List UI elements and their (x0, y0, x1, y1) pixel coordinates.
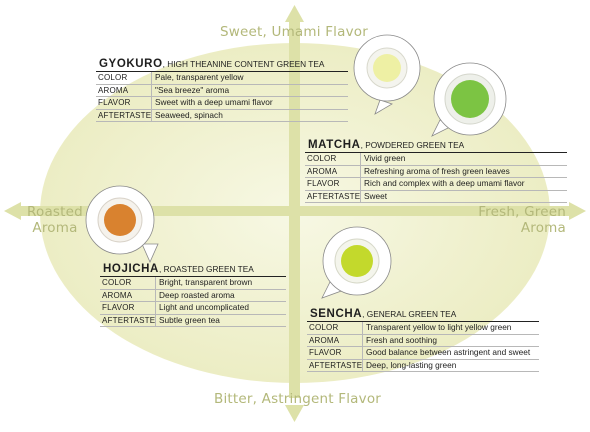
axis-label-bottom: Bitter, Astringent Flavor (214, 391, 382, 407)
matcha-header: MATCHA, POWDERED GREEN TEA (305, 139, 567, 153)
hojicha-subtitle: , ROASTED GREEN TEA (158, 264, 254, 274)
gyokuro-panel: GYOKURO, HIGH THEANINE CONTENT GREEN TEA… (96, 58, 348, 123)
table-row: COLOR Bright, transparent brown (100, 277, 286, 290)
axis-arrow-bottom (285, 405, 304, 422)
sencha-bowl-icon (321, 226, 392, 299)
table-row: AROMA Deep roasted aroma (100, 289, 286, 303)
sencha-subtitle: , GENERAL GREEN TEA (362, 309, 457, 319)
sencha-header: SENCHA, GENERAL GREEN TEA (307, 308, 539, 322)
row-label: AROMA (305, 165, 361, 178)
row-value: Transparent yellow to light yellow green (366, 322, 512, 332)
row-value: Sweet with a deep umami flavor (155, 97, 273, 108)
row-value: Vivid green (364, 153, 406, 163)
table-row: AFTERTASTE Sweet (305, 190, 567, 204)
table-row: COLOR Pale, transparent yellow (96, 72, 348, 85)
row-value: Rich and complex with a deep umami flavo… (364, 178, 525, 189)
row-value: "Sea breeze" aroma (155, 84, 230, 95)
hojicha-bowl-icon (85, 185, 159, 263)
gyokuro-header: GYOKURO, HIGH THEANINE CONTENT GREEN TEA (96, 58, 348, 72)
row-label: COLOR (96, 72, 152, 84)
axis-label-left: Roasted Aroma (24, 204, 86, 236)
row-label: FLAVOR (100, 302, 156, 314)
table-row: FLAVOR Light and uncomplicated (100, 302, 286, 315)
row-value: Deep roasted aroma (159, 289, 235, 300)
table-row: FLAVOR Rich and complex with a deep umami… (305, 178, 567, 191)
row-value: Good balance between astringent and swee… (366, 347, 531, 358)
row-label: FLAVOR (305, 178, 361, 190)
gyokuro-bowl-icon (353, 34, 421, 115)
table-row: FLAVOR Sweet with a deep umami flavor (96, 97, 348, 110)
table-row: AFTERTASTE Seaweed, spinach (96, 109, 348, 123)
table-row: FLAVOR Good balance between astringent an… (307, 347, 539, 360)
row-label: AFTERTASTE (98, 109, 152, 122)
gyokuro-name: GYOKURO (99, 58, 163, 70)
axis-arrow-left (4, 202, 21, 220)
gyokuro-subtitle: , HIGH THEANINE CONTENT GREEN TEA (162, 59, 325, 69)
table-row: AROMA Fresh and soothing (307, 334, 539, 348)
row-value: Seaweed, spinach (155, 109, 223, 120)
axis-label-left-line1: Roasted (27, 204, 83, 220)
row-value: Light and uncomplicated (159, 302, 249, 313)
row-value: Refreshing aroma of fresh green leaves (364, 165, 510, 176)
row-label: FLAVOR (96, 97, 152, 109)
axis-label-right-line1: Fresh, Green (478, 204, 566, 220)
table-row: AROMA Refreshing aroma of fresh green lea… (305, 165, 567, 179)
row-value: Pale, transparent yellow (155, 72, 244, 82)
row-label: COLOR (307, 322, 363, 334)
row-label: FLAVOR (307, 347, 363, 359)
row-value: Sweet (364, 190, 388, 201)
table-row: AFTERTASTE Deep, long-lasting green (307, 359, 539, 373)
axis-label-top: Sweet, Umami Flavor (220, 24, 368, 40)
axis-label-left-line2: Aroma (32, 220, 78, 236)
sencha-panel: SENCHA, GENERAL GREEN TEA COLOR Transpare… (307, 308, 539, 373)
row-value: Subtle green tea (159, 314, 220, 325)
row-label: AROMA (307, 334, 363, 347)
table-row: AFTERTASTE Subtle green tea (100, 314, 286, 328)
axis-label-right-line2: Aroma (520, 220, 566, 236)
row-value: Bright, transparent brown (159, 277, 253, 287)
row-label: COLOR (305, 153, 361, 165)
row-value: Deep, long-lasting green (366, 359, 457, 370)
matcha-panel: MATCHA, POWDERED GREEN TEA COLOR Vivid gr… (305, 139, 567, 204)
axis-label-right: Fresh, Green Aroma (470, 204, 566, 236)
matcha-name: MATCHA (308, 139, 361, 151)
row-label: COLOR (100, 277, 156, 289)
matcha-subtitle: , POWDERED GREEN TEA (360, 140, 465, 150)
row-label: AROMA (100, 289, 156, 302)
matcha-bowl-icon (431, 62, 507, 137)
hojicha-header: HOJICHA, ROASTED GREEN TEA (100, 263, 286, 277)
hojicha-panel: HOJICHA, ROASTED GREEN TEA COLOR Bright, … (100, 263, 286, 328)
row-label: AFTERTASTE (309, 359, 363, 372)
axis-arrow-right (569, 202, 586, 220)
table-row: COLOR Vivid green (305, 153, 567, 166)
row-label: AFTERTASTE (102, 314, 156, 327)
hojicha-name: HOJICHA (103, 263, 159, 275)
table-row: COLOR Transparent yellow to light yellow … (307, 322, 539, 335)
row-label: AFTERTASTE (307, 190, 361, 203)
row-value: Fresh and soothing (366, 334, 438, 345)
axis-arrow-top (285, 5, 304, 22)
row-label: AROMA (96, 84, 152, 97)
sencha-name: SENCHA (310, 308, 363, 320)
horizontal-axis (20, 206, 570, 216)
table-row: AROMA "Sea breeze" aroma (96, 84, 348, 98)
